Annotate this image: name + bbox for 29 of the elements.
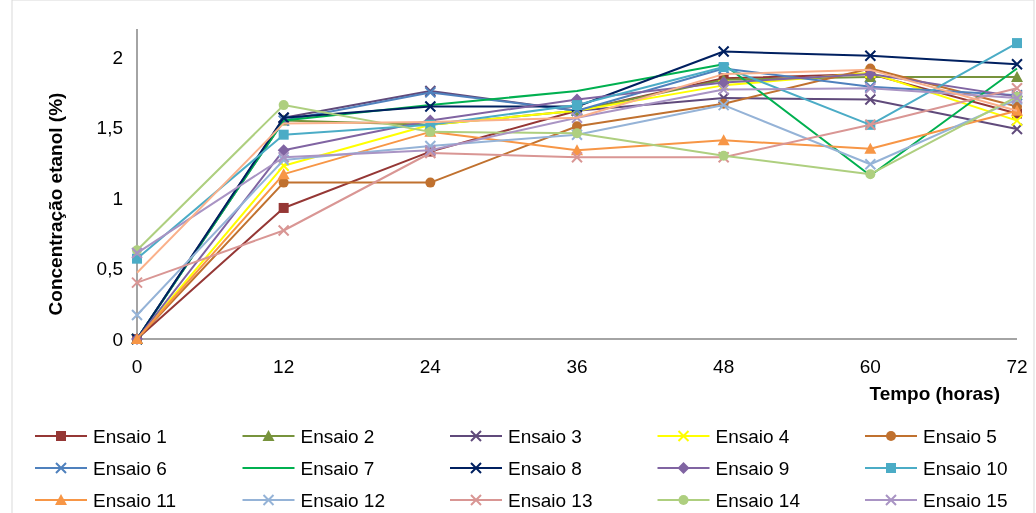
y-tick-label: 0,5 <box>96 258 123 280</box>
x-tick-label: 48 <box>713 356 735 377</box>
legend-label: Ensaio 8 <box>508 457 582 479</box>
legend-label: Ensaio 14 <box>715 489 801 511</box>
x-tick-label: 12 <box>273 356 295 377</box>
y-tick-label: 2 <box>112 46 123 68</box>
legend-label: Ensaio 12 <box>300 489 386 511</box>
legend-label: Ensaio 11 <box>93 489 177 511</box>
legend-label: Ensaio 7 <box>300 457 375 479</box>
legend-label: Ensaio 9 <box>715 457 790 479</box>
legend-label: Ensaio 5 <box>923 425 997 447</box>
x-tick-label: 72 <box>1006 356 1028 377</box>
legend-label: Ensaio 13 <box>508 489 593 511</box>
legend-label: Ensaio 15 <box>923 489 1008 511</box>
legend-label: Ensaio 10 <box>923 457 1008 479</box>
legend-label: Ensaio 6 <box>93 457 167 479</box>
y-tick-label: 1 <box>112 187 123 209</box>
legend-label: Ensaio 3 <box>508 425 582 447</box>
x-axis-title: Tempo (horas) <box>869 383 1000 404</box>
y-tick-label: 0 <box>112 328 123 350</box>
legend-label: Ensaio 1 <box>93 425 167 447</box>
x-tick-label: 24 <box>419 356 442 377</box>
legend-label: Ensaio 2 <box>300 425 375 447</box>
legend-label: Ensaio 4 <box>715 425 790 447</box>
x-tick-label: 60 <box>859 356 881 377</box>
x-tick-label: 0 <box>131 356 143 377</box>
x-tick-label: 36 <box>566 356 588 377</box>
y-axis-title: Concentração etanol (%) <box>45 92 66 316</box>
y-tick-label: 1,5 <box>96 117 123 139</box>
